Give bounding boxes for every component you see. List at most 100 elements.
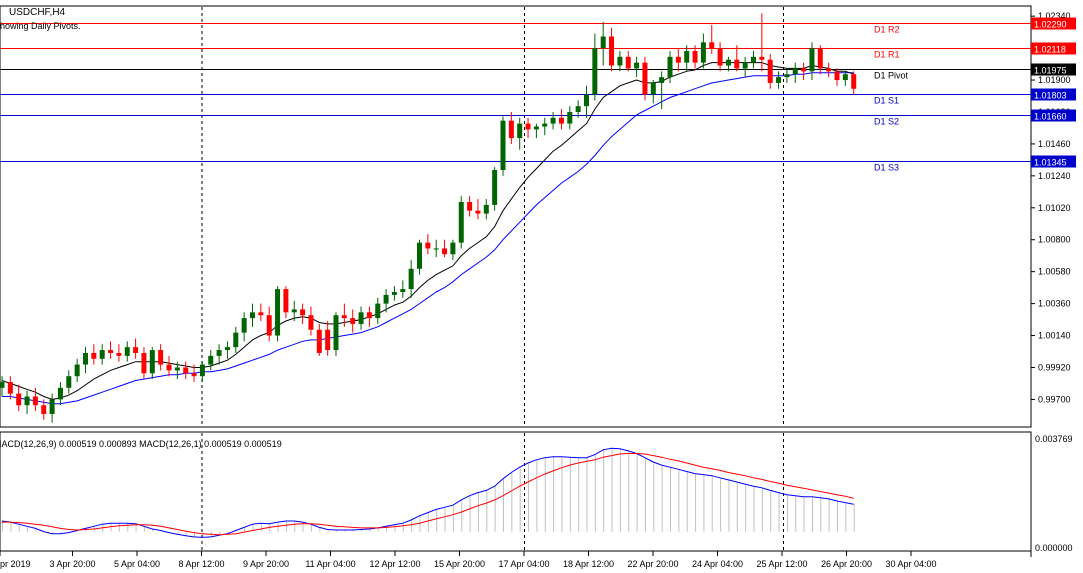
candle-bear <box>158 350 164 365</box>
candle-bull <box>650 82 656 95</box>
candle-bull <box>567 111 573 124</box>
candle-bull <box>358 312 364 324</box>
time-tick-label: 11 Apr 04:00 <box>305 559 355 569</box>
candle-bull <box>224 347 230 351</box>
candle-bull <box>450 242 456 255</box>
pivot-label: D1 R1 <box>874 50 900 60</box>
candle-bull <box>492 170 498 205</box>
pivot-value: 1.02290 <box>1034 20 1067 30</box>
candle-bull <box>542 123 548 127</box>
pivot-value-tag <box>1031 109 1076 122</box>
pivot-value: 1.01975 <box>1034 66 1067 76</box>
candle-bull <box>208 355 214 365</box>
candle-bull <box>517 123 523 139</box>
price-tick-label: 1.00140 <box>1038 331 1071 341</box>
candle-bear <box>166 364 172 371</box>
candle-bull <box>575 106 581 112</box>
candle-bear <box>350 318 356 324</box>
candle-bear <box>851 74 857 89</box>
candle-bull <box>241 318 247 333</box>
macd-top-value: 0.003769 <box>1035 434 1073 444</box>
candle-bull <box>809 48 815 72</box>
candle-bear <box>475 210 481 214</box>
pivot-value-tag <box>1031 63 1076 76</box>
candle-bear <box>609 36 615 66</box>
pivot-label: D1 S1 <box>874 96 899 106</box>
pivot-label: D1 S2 <box>874 117 899 127</box>
candle-bull <box>291 309 297 313</box>
price-tick-label: 0.99700 <box>1038 394 1071 404</box>
candle-bull <box>233 332 239 348</box>
candle-bull <box>792 68 798 75</box>
ma-slow-line <box>2 72 854 405</box>
macd-line <box>1 447 854 538</box>
candle-bull <box>592 48 598 95</box>
time-tick-label: 22 Apr 20:00 <box>627 559 678 569</box>
candle-bull <box>550 117 556 124</box>
candle-bull <box>634 62 640 69</box>
candle-bull <box>500 120 506 171</box>
time-tick-label: 9 Apr 20:00 <box>243 559 289 569</box>
candle-bear <box>525 123 531 130</box>
time-tick-label: 30 Apr 04:00 <box>885 559 936 569</box>
candle-bear <box>767 59 773 83</box>
candle-bull <box>149 350 155 374</box>
candle-bull <box>776 77 782 83</box>
candle-bear <box>133 347 139 353</box>
pivot-labels: D1 R2 D1 R1 D1 Pivot D1 S1 D1 S2 D1 S3 <box>874 25 909 173</box>
candle-bull <box>391 291 397 295</box>
candle-bull <box>275 289 281 336</box>
candle-bull <box>725 59 731 66</box>
candle-bear <box>283 289 289 313</box>
pivot-value: 1.02118 <box>1034 45 1066 55</box>
time-tick-label: 15 Apr 20:00 <box>434 559 485 569</box>
candle-bull <box>584 94 589 107</box>
candle-bull <box>83 352 88 365</box>
candle-bear <box>16 393 22 406</box>
candle-bull <box>458 201 464 243</box>
price-pane <box>0 5 1032 428</box>
candle-bear <box>41 405 47 414</box>
time-axis: pr 2019 3 Apr 20:00 5 Apr 04:00 8 Apr 12:00… <box>0 551 937 569</box>
candle-bull <box>124 347 130 356</box>
price-tick-label: 1.02340 <box>1038 11 1071 21</box>
macd-signal-line <box>2 453 854 536</box>
candle-bull <box>684 51 690 63</box>
time-tick-label: 24 Apr 04:00 <box>692 559 743 569</box>
candle-bear <box>817 48 823 69</box>
candle-bull <box>533 126 539 130</box>
time-tick-label: 8 Apr 12:00 <box>178 559 224 569</box>
candle-bear <box>717 48 723 66</box>
candle-bull <box>400 289 406 292</box>
candle-bull <box>57 387 63 400</box>
candle-bear <box>91 352 97 359</box>
candle-bull <box>659 77 665 83</box>
price-tick-label: 1.00800 <box>1038 235 1071 245</box>
pivot-value-tag <box>1031 42 1076 55</box>
pivot-label: D1 S3 <box>874 163 899 173</box>
candle-bear <box>266 315 272 336</box>
candle-bear <box>625 56 631 69</box>
candle-bull <box>742 62 748 69</box>
candle-bear <box>141 352 147 374</box>
candle-bull <box>24 396 30 406</box>
price-tick-label: 1.01020 <box>1038 203 1071 213</box>
candle-bull <box>383 294 389 304</box>
pivot-label: D1 R2 <box>874 25 900 35</box>
macd-pane <box>0 431 1032 552</box>
candle-bull <box>74 364 80 377</box>
candle-bull <box>617 56 623 66</box>
candle-bull <box>483 204 489 214</box>
candle-bear <box>425 242 431 249</box>
candle-bear <box>759 56 765 60</box>
candle-bear <box>801 68 807 72</box>
time-tick-label: 18 Apr 12:00 <box>563 559 614 569</box>
time-tick-label: 3 Apr 20:00 <box>49 559 95 569</box>
candle-bull <box>751 56 756 63</box>
candle-bear <box>258 312 264 316</box>
candle-bull <box>174 367 180 371</box>
price-tick-label: 1.00360 <box>1038 299 1071 309</box>
candle-bear <box>7 381 13 394</box>
